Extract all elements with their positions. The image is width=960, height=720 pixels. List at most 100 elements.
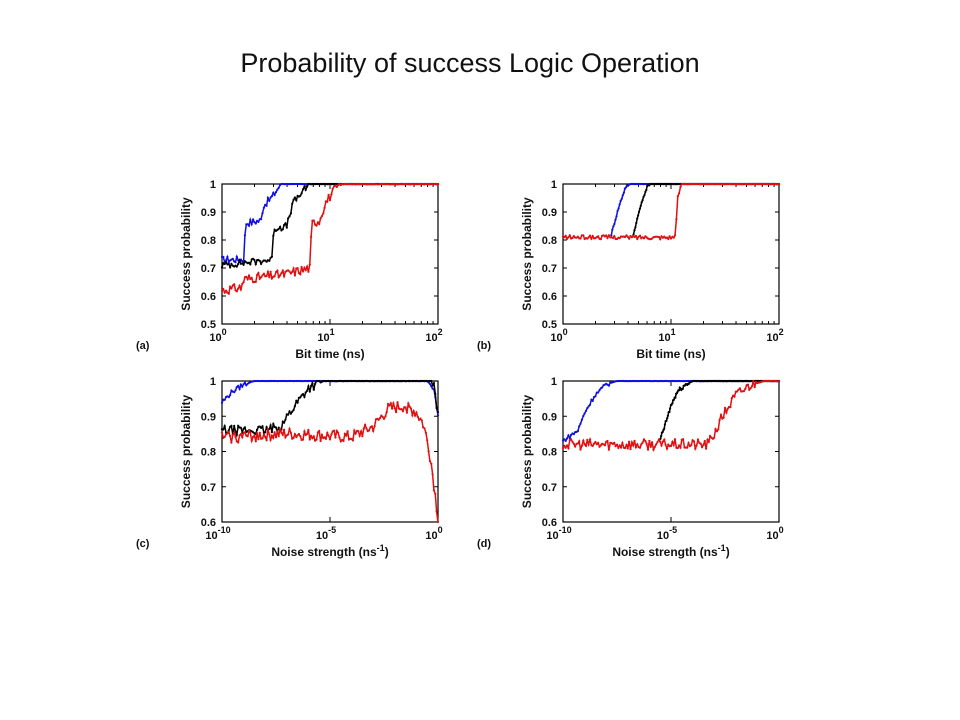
data-point [268,259,271,262]
data-point [617,207,620,210]
data-point [242,263,245,266]
data-point [646,448,650,451]
chart-panel-1: 0.5 0.6 0.7 0.8 0.9 1 100 101 102 Success probabi… [477,179,784,361]
data-point [722,416,725,419]
data-point [243,431,246,434]
data-point [226,255,229,258]
data-point [673,234,677,237]
data-point [428,460,431,463]
data-point [269,438,272,441]
data-point [239,433,242,436]
data-point [237,441,240,444]
data-point [663,235,666,238]
data-point [239,426,242,429]
x-tick-label: 101 [658,327,675,344]
data-point [227,396,230,399]
data-point [610,234,613,237]
data-point [274,426,278,429]
data-point [702,443,705,447]
data-point [578,440,581,443]
data-point [428,382,431,385]
data-point [235,255,238,258]
data-point [310,384,313,387]
data-point [638,207,642,210]
data-point [736,390,739,393]
data-point [225,261,228,264]
data-point [351,439,354,442]
y-tick-label: 0.9 [542,411,557,423]
data-point [284,222,287,225]
data-point [288,270,291,273]
data-point [580,418,584,421]
data-point [653,445,656,448]
data-point [323,436,326,439]
data-point [583,412,586,415]
data-point [315,438,318,441]
data-point [233,283,236,286]
data-point [303,185,306,188]
data-point [239,288,242,291]
data-point [624,186,628,189]
data-point [338,436,341,439]
data-point [257,438,260,441]
data-point [671,440,674,443]
data-point [229,394,232,397]
data-point [293,433,296,436]
data-point [576,442,580,445]
data-point [328,438,332,441]
data-point [699,442,702,445]
data-point [315,224,318,227]
data-point [227,292,230,295]
data-point [335,185,338,189]
data-point [304,391,307,394]
data-point [667,237,670,241]
data-point [227,260,230,264]
data-point [621,194,624,197]
data-point [303,266,306,269]
data-point [247,429,251,432]
data-point [423,427,426,430]
data-point [301,188,305,191]
data-point [431,473,434,476]
data-point [270,277,273,280]
data-point [591,234,594,238]
data-point [588,234,592,237]
data-point [281,433,284,436]
data-point [393,407,396,410]
data-point [295,199,298,202]
plot-frame [562,380,780,523]
data-point [230,287,233,290]
data-point [614,218,617,221]
data-point [753,386,756,389]
data-point [389,402,392,405]
data-point [254,280,257,283]
data-point [675,218,678,221]
data-point [586,407,589,410]
y-tick-label: 1 [210,376,216,388]
data-point [636,237,639,241]
data-point [607,384,611,387]
data-point [301,270,305,273]
data-point [306,432,309,435]
y-tick-label: 0.9 [201,207,216,219]
data-point [312,435,315,438]
data-point [657,235,661,239]
data-point [645,188,648,192]
data-point [387,402,390,406]
data-point [229,285,232,288]
data-point [748,388,751,391]
data-point [777,183,781,186]
data-point [665,236,669,239]
data-point [318,222,321,226]
plot-frame [562,183,780,325]
data-point [310,434,313,437]
data-point [656,441,659,444]
data-point [320,433,323,436]
data-point [295,435,298,439]
data-point [266,196,269,199]
data-point [288,410,291,413]
data-point [274,436,278,439]
data-point [281,269,284,272]
data-point [591,444,594,447]
data-point [280,272,283,275]
